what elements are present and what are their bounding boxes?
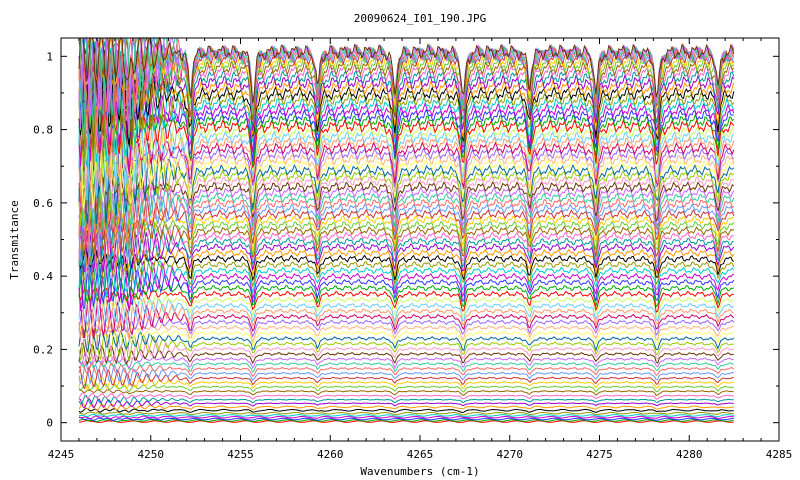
y-tick-label: 0.8 [33,124,53,137]
y-tick-label: 0.4 [33,270,53,283]
spectrum-series-line [78,115,735,209]
x-tick-label: 4260 [317,448,344,461]
spectrum-series-line [78,365,734,390]
spectrum-series-line [78,243,735,312]
spectrum-series-line [78,397,734,409]
spectrum-series-line [79,417,734,421]
x-tick-label: 4265 [407,448,434,461]
spectrum-series-line [78,37,735,109]
spectrum-series-line [78,36,735,104]
spectrum-series-line [78,175,735,228]
y-tick-label: 0.2 [33,343,53,356]
y-tick-label: 0.6 [33,197,53,210]
spectrum-series-line [78,394,734,406]
x-tick-label: 4270 [497,448,524,461]
spectrum-series-line [78,325,735,348]
spectrum-series-line [78,161,735,261]
spectrum-series-line [78,203,735,258]
spectrum-series-line [78,392,734,400]
spectrum-series-line [78,403,734,411]
spectrum-series-line [78,294,735,340]
spectrum-series-line [78,238,735,278]
spectrum-series-line [78,359,734,373]
spectrum-series-line [78,353,734,370]
x-tick-label: 4285 [766,448,793,461]
spectrum-series-line [78,418,734,423]
spectrum-series-line [78,169,735,223]
spectrum-series-line [78,182,735,244]
spectrum-series-line [78,361,735,377]
spectrum-series-line [78,246,735,282]
spectrum-series-line [78,324,735,354]
y-tick-label: 0 [46,417,53,430]
spectrum-series-line [78,247,735,288]
spectrum-series-line [78,194,734,275]
series-layer [78,36,735,423]
spectrum-series-line [78,389,734,396]
spectrum-series-line [78,149,735,215]
spectrum-series-line [78,272,735,308]
x-tick-label: 4250 [138,448,165,461]
spectrum-series-line [78,411,734,416]
spectrum-series-line [78,134,735,204]
spectrum-series-line [78,215,735,274]
spectrum-series-line [78,415,734,420]
spectrum-series-line [78,55,735,131]
x-tick-label: 4280 [676,448,703,461]
spectrum-series-line [78,61,735,175]
spectrum-series-line [78,36,734,138]
y-axis-title: Transmitance [8,200,21,279]
spectrum-series-line [78,45,735,147]
x-tick-label: 4255 [227,448,254,461]
spectrum-series-line [78,91,735,197]
spectrum-series-line [78,342,734,366]
x-tick-label: 4275 [586,448,613,461]
axis-layer: 4245 4250 4255 4260 4265 4270 4275 4280 4285 0 0.2… [33,38,792,461]
spectrum-series-line [78,325,734,362]
spectrum-series-line [78,287,734,313]
spectrum-series-line [78,374,735,392]
spectrum-series-line [78,288,734,318]
spectrum-series-line [78,137,735,189]
x-tick-label: 4245 [48,448,75,461]
spectrum-series-line [78,286,735,326]
spectrum-series-line [78,66,735,190]
spectrum-series-line [78,382,734,393]
spectrum-series-line [78,203,734,285]
spectrum-series-line [78,123,735,188]
spectrum-series-line [78,161,735,231]
spectrum-series-line [78,413,734,418]
spectrum-series-line [78,362,734,387]
spectrum-series-line [78,407,734,414]
spectrum-series-line [78,252,735,310]
spectrum-series-line [78,284,734,339]
chart-title: 20090624_I01_190.JPG [354,12,486,25]
spectrum-series-line [78,37,735,167]
spectrum-series-line [78,331,734,366]
y-tick-label: 1 [46,50,53,63]
x-axis-title: Wavenumbers (cm-1) [360,465,479,478]
spectrum-series-line [78,322,734,344]
spectrum-series-line [78,307,735,338]
